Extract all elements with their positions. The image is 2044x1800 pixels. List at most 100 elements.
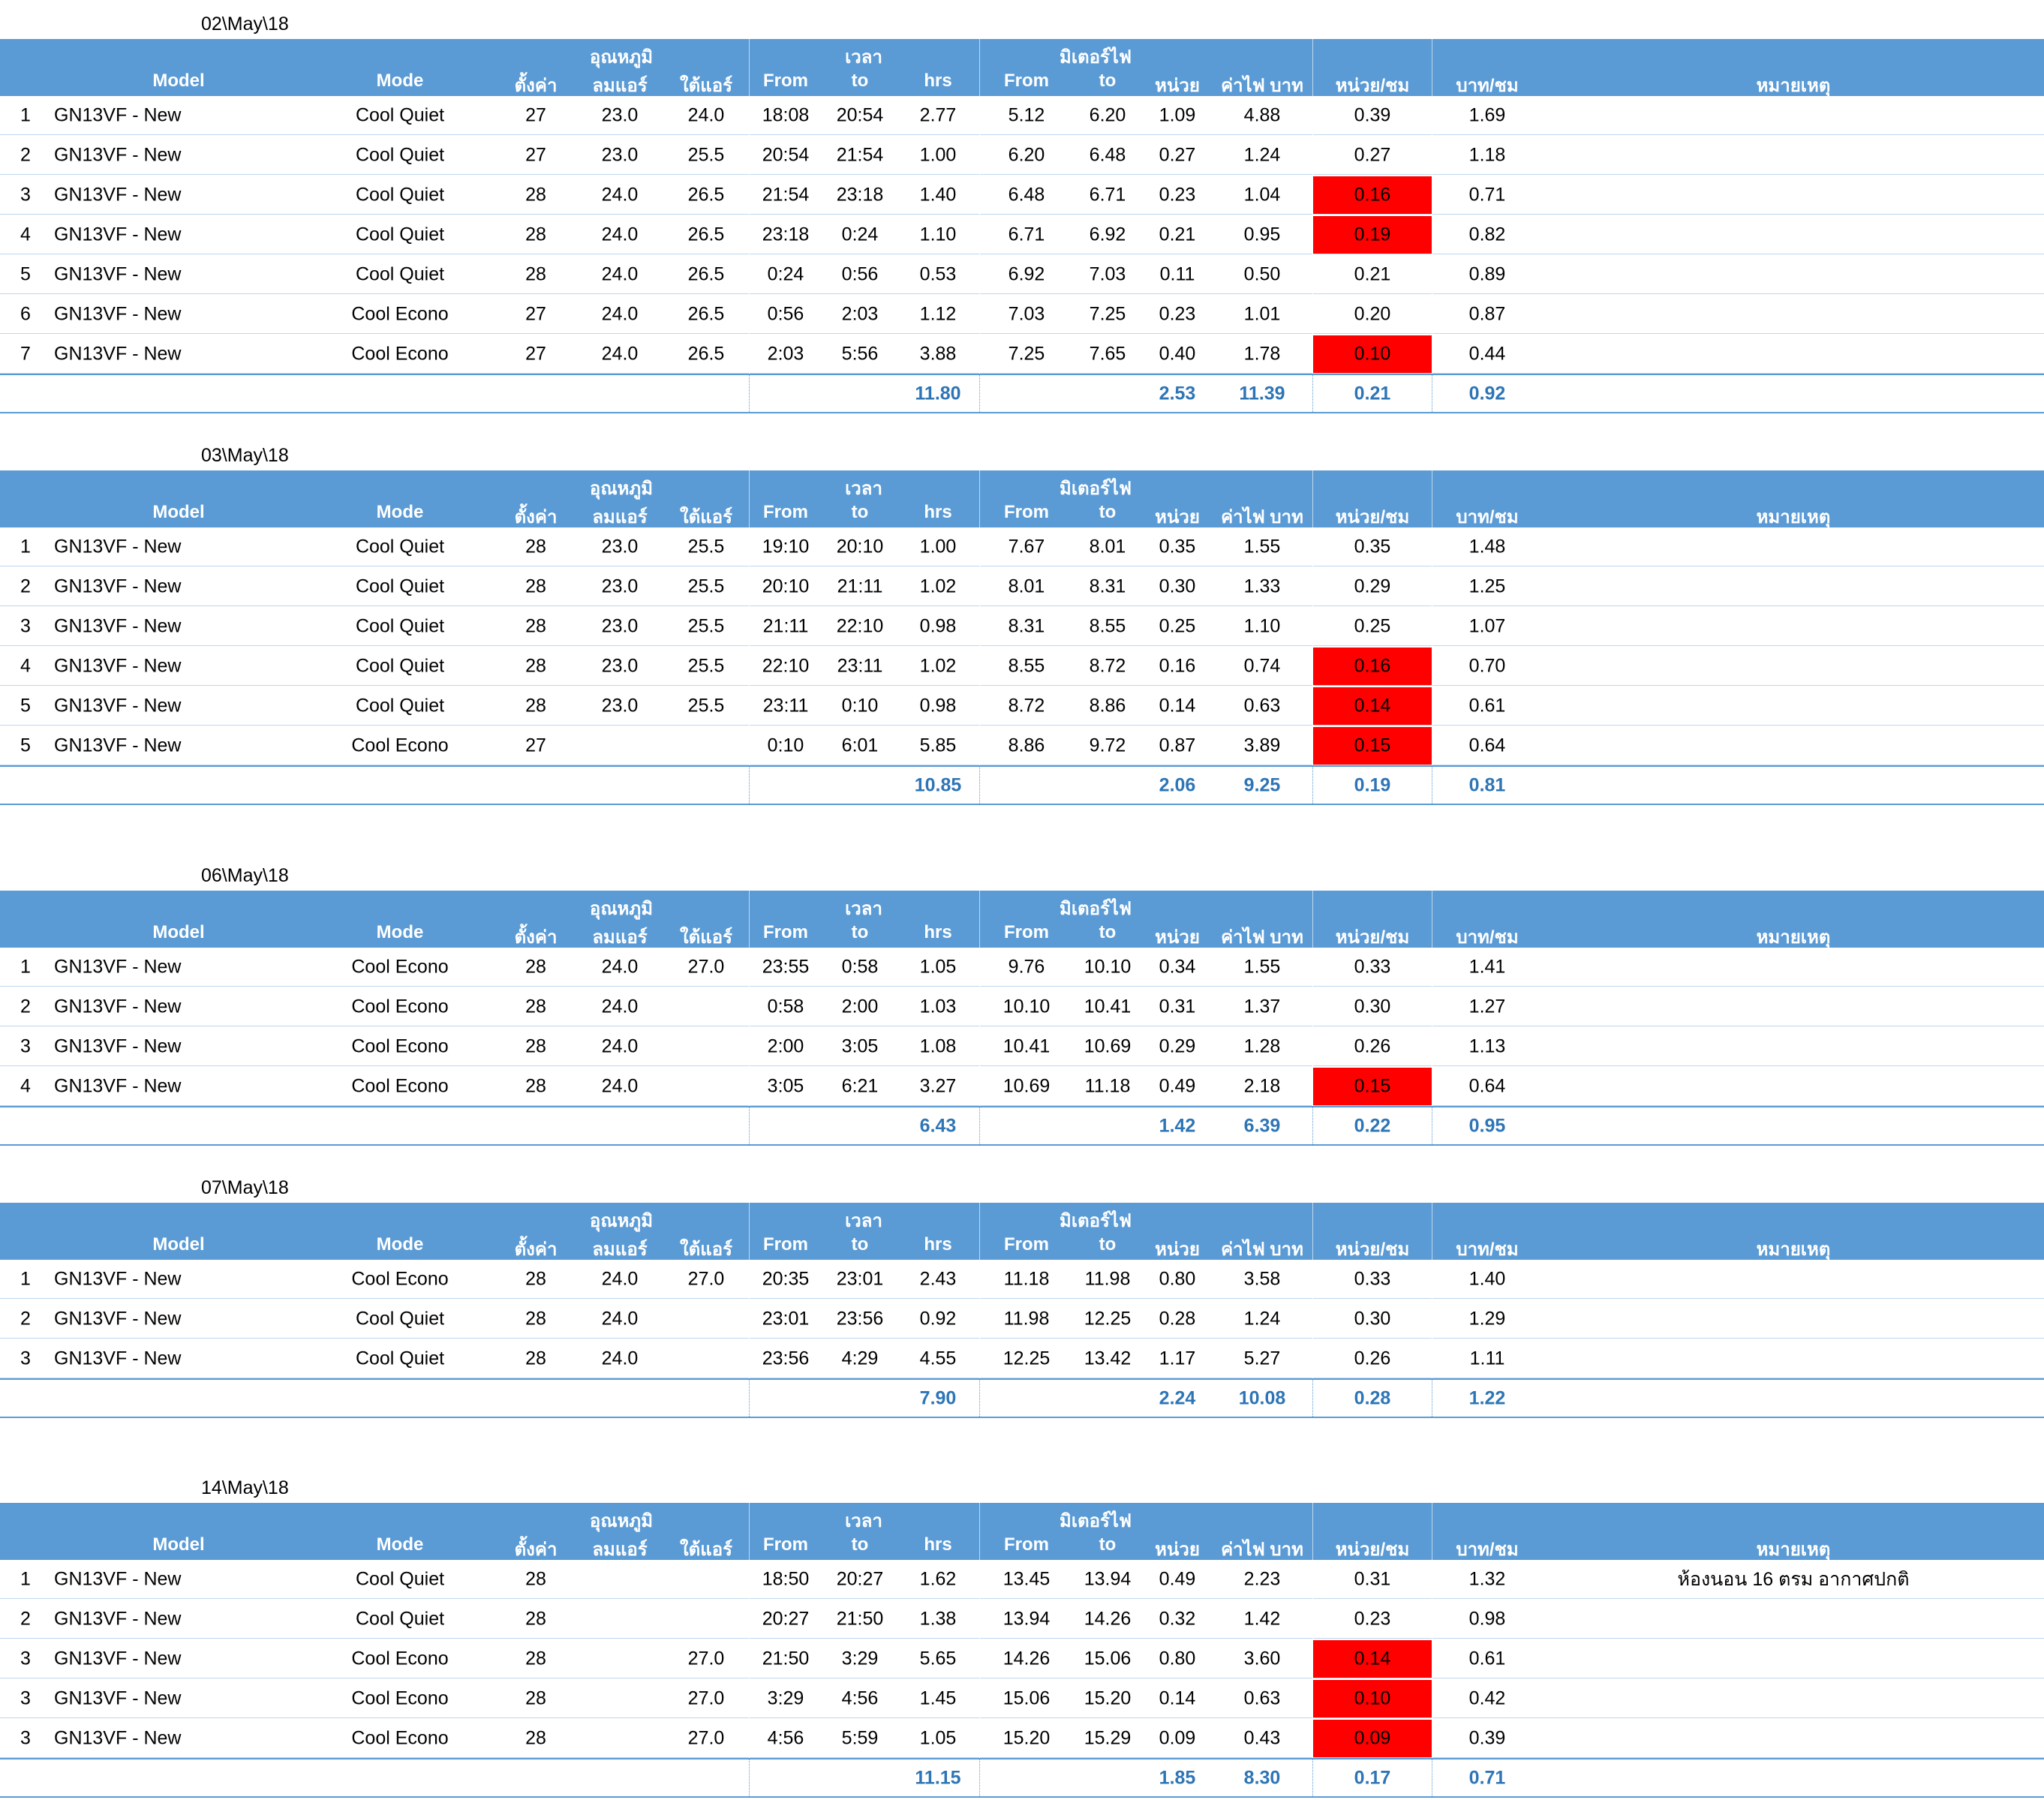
meter-from-cell: 12.25 xyxy=(1002,1348,1051,1369)
column-divider xyxy=(979,687,980,726)
meter-from-cell: 6.20 xyxy=(1008,144,1045,166)
header-time: เวลา xyxy=(845,47,882,68)
time-to-cell: 23:18 xyxy=(836,184,884,206)
unit-cell: 0.28 xyxy=(1159,1308,1196,1330)
baht-per-hour-cell: 0.71 xyxy=(1468,184,1506,206)
column-divider xyxy=(1312,1679,1313,1718)
meter-from-cell: 6.92 xyxy=(1008,263,1045,285)
time-to-cell: 5:56 xyxy=(841,343,879,365)
header-hrs: hrs xyxy=(924,922,952,942)
unit-per-hour-cell: 0.39 xyxy=(1354,104,1391,126)
time-from-cell: 19:10 xyxy=(762,536,810,557)
table-row: 2 GN13VF - New Cool Quiet 28 23.0 25.5 20:10 21… xyxy=(0,567,2044,606)
header-remark: หมายเหตุ xyxy=(1756,76,1831,96)
total-hours: 11.15 xyxy=(915,1767,961,1789)
baht-per-hour-cell: 1.48 xyxy=(1468,536,1506,557)
table-header: อุณหภูมิ เวลา มิเตอร์ไฟ Model Mode ตั้งค่า ลมแ… xyxy=(0,39,2044,96)
header-meter: มิเตอร์ไฟ xyxy=(1060,47,1132,68)
time-to-cell: 0:58 xyxy=(841,956,879,978)
mode-cell: Cool Econo xyxy=(351,1687,449,1709)
column-divider xyxy=(979,136,980,175)
unit-per-hour-cell: 0.31 xyxy=(1354,1568,1391,1590)
totals-divider xyxy=(749,1107,750,1146)
table-row: 3 GN13VF - New Cool Econo 28 27.0 4:56 5:59 1.0… xyxy=(0,1719,2044,1758)
header-unit-per-hour: หน่วย/ชม xyxy=(1335,927,1410,948)
mode-cell: Cool Econo xyxy=(351,956,449,978)
unit-cell: 0.30 xyxy=(1159,575,1196,597)
baht-per-hour-cell: 0.87 xyxy=(1468,303,1506,325)
unit-per-hour-cell: 0.27 xyxy=(1354,144,1391,166)
column-divider xyxy=(1312,1339,1313,1378)
column-divider xyxy=(749,1719,750,1758)
table-header: อุณหภูมิ เวลา มิเตอร์ไฟ Model Mode ตั้งค่า ลมแ… xyxy=(0,1503,2044,1560)
row-divider xyxy=(0,1338,2044,1339)
hours-cell: 1.62 xyxy=(919,1568,957,1590)
header-divider xyxy=(979,1503,980,1560)
row-number: 3 xyxy=(20,184,31,206)
unit-cell: 1.17 xyxy=(1159,1348,1196,1369)
header-model: Model xyxy=(152,1534,205,1555)
time-from-cell: 20:10 xyxy=(762,575,810,597)
mode-cell: Cool Econo xyxy=(351,1648,449,1669)
under-air-temp-cell: 26.5 xyxy=(687,343,725,365)
header-from: From xyxy=(763,922,808,942)
baht-per-hour-cell: 1.27 xyxy=(1468,996,1506,1017)
setting-cell: 27 xyxy=(525,104,546,126)
header-to: to xyxy=(851,1234,869,1255)
header-cost: ค่าไฟ บาท xyxy=(1221,1540,1303,1560)
unit-per-hour-cell: 0.10 xyxy=(1354,1687,1391,1709)
header-temperature: อุณหภูมิ xyxy=(589,47,654,68)
row-number: 2 xyxy=(20,575,31,597)
header-cost: ค่าไฟ บาท xyxy=(1221,507,1303,527)
unit-cell: 0.14 xyxy=(1159,1687,1196,1709)
model-cell: GN13VF - New xyxy=(54,104,182,126)
time-from-cell: 3:29 xyxy=(767,1687,804,1709)
meter-to-cell: 15.06 xyxy=(1084,1648,1132,1669)
row-divider xyxy=(0,1105,2044,1106)
column-divider xyxy=(1312,1600,1313,1639)
setting-cell: 28 xyxy=(525,615,546,637)
cost-cell: 1.37 xyxy=(1243,996,1281,1017)
time-to-cell: 4:56 xyxy=(841,1687,879,1709)
column-divider xyxy=(1312,647,1313,686)
highlight-cell xyxy=(1313,648,1432,685)
unit-cell: 0.23 xyxy=(1159,303,1196,325)
under-air-temp-cell: 26.5 xyxy=(687,263,725,285)
row-divider xyxy=(0,1598,2044,1599)
unit-cell: 0.49 xyxy=(1159,1568,1196,1590)
header-mode: Mode xyxy=(376,922,424,942)
cost-cell: 0.43 xyxy=(1243,1727,1281,1749)
totals-divider xyxy=(979,1759,980,1798)
row-number: 3 xyxy=(20,1035,31,1057)
setting-cell: 28 xyxy=(525,1608,546,1630)
time-from-cell: 20:54 xyxy=(762,144,810,166)
under-air-temp-cell: 27.0 xyxy=(687,1648,725,1669)
air-temp-cell: 24.0 xyxy=(601,996,639,1017)
total-hours: 7.90 xyxy=(919,1387,957,1409)
meter-to-cell: 13.94 xyxy=(1084,1568,1132,1590)
header-air-out: ลมแอร์ xyxy=(592,927,648,948)
header-unit: หน่วย xyxy=(1155,1240,1200,1260)
air-temp-cell: 24.0 xyxy=(601,184,639,206)
row-number: 5 xyxy=(20,695,31,717)
unit-per-hour-cell: 0.19 xyxy=(1354,224,1391,245)
header-cost: ค่าไฟ บาท xyxy=(1221,76,1303,96)
header-divider xyxy=(1312,891,1313,948)
setting-cell: 28 xyxy=(525,1075,546,1097)
setting-cell: 28 xyxy=(525,1348,546,1369)
header-remark: หมายเหตุ xyxy=(1756,507,1831,527)
under-air-temp-cell: 27.0 xyxy=(687,956,725,978)
header-setting: ตั้งค่า xyxy=(514,927,558,948)
row-divider xyxy=(0,1298,2044,1299)
highlight-cell xyxy=(1313,335,1432,373)
air-temp-cell: 23.0 xyxy=(601,104,639,126)
row-number: 4 xyxy=(20,1075,31,1097)
header-under-air: ใต้แอร์ xyxy=(679,927,733,948)
header-meter-from: From xyxy=(1004,1234,1049,1255)
row-number: 1 xyxy=(20,536,31,557)
air-temp-cell: 24.0 xyxy=(601,1348,639,1369)
unit-cell: 0.49 xyxy=(1159,1075,1196,1097)
setting-cell: 27 xyxy=(525,343,546,365)
column-divider xyxy=(749,96,750,135)
column-divider xyxy=(1312,1067,1313,1106)
